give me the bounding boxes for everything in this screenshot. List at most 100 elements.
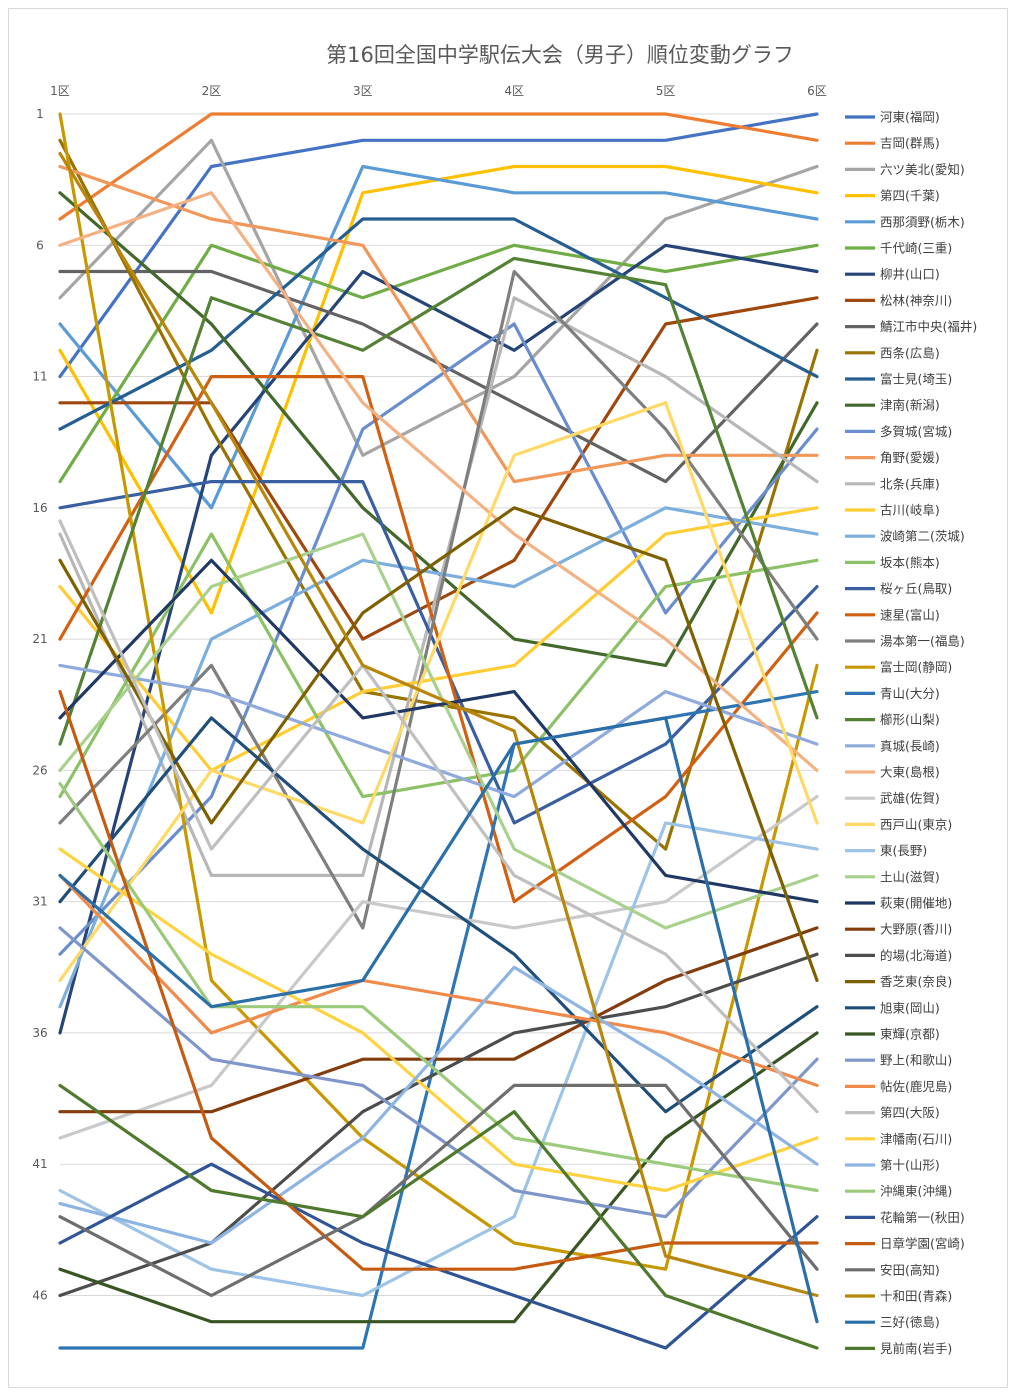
legend-label: 武雄(佐賀) xyxy=(880,791,940,806)
y-tick-label: 1 xyxy=(36,107,44,121)
legend-label: 東輝(京都) xyxy=(880,1027,940,1042)
legend-label: 西条(広島) xyxy=(880,345,940,360)
series-line xyxy=(58,269,819,930)
series-line xyxy=(58,138,819,457)
x-tick-label: 1区 xyxy=(50,84,70,98)
y-tick-label: 6 xyxy=(36,238,44,252)
legend: 河東(福岡) 吉岡(群馬) 六ツ美北(愛知) 第四(千葉) 西那須野(栃木) 千代崎(三重… xyxy=(845,110,977,1356)
legend-label: 帖佐(鹿児島) xyxy=(880,1079,952,1094)
y-tick-label: 11 xyxy=(32,370,47,384)
x-tick-label: 4区 xyxy=(504,84,524,98)
legend-label: 北条(兵庫) xyxy=(880,476,940,491)
legend-label: 古川(岐阜) xyxy=(880,503,940,518)
series-line xyxy=(58,164,819,484)
legend-label: 角野(愛媛) xyxy=(880,450,940,465)
legend-label: 第四(千葉) xyxy=(880,188,940,203)
series-line xyxy=(58,781,819,1193)
y-tick-label: 21 xyxy=(32,632,47,646)
legend-label: 第十(山形) xyxy=(880,1158,940,1173)
legend-label: 花輪第一(秋田) xyxy=(880,1210,965,1225)
series-line xyxy=(58,873,819,1088)
x-tick-label: 5区 xyxy=(656,84,676,98)
legend-label: 柳井(山口) xyxy=(880,267,940,282)
legend-label: 香芝東(奈良) xyxy=(880,974,952,989)
series-line xyxy=(58,965,819,1245)
series-line xyxy=(58,794,819,1140)
series-line xyxy=(58,821,819,1298)
series-line xyxy=(58,151,819,1298)
series-line xyxy=(58,401,819,983)
y-tick-label: 26 xyxy=(32,763,47,777)
legend-label: 見前南(岩手) xyxy=(880,1341,952,1356)
series-line xyxy=(58,243,819,484)
legend-label: 大野原(香川) xyxy=(880,922,952,937)
legend-label: 吉岡(群馬) xyxy=(880,136,940,151)
legend-label: 津南(新潟) xyxy=(880,398,940,413)
legend-label: 津幡南(石川) xyxy=(880,1131,952,1146)
chart-title: 第16回全国中学駅伝大会（男子）順位変動グラフ xyxy=(326,43,794,67)
series-line xyxy=(58,519,819,1114)
legend-label: 萩東(開催地) xyxy=(880,896,952,911)
y-tick-label: 41 xyxy=(32,1157,47,1171)
legend-label: 鯖江市中央(福井) xyxy=(880,319,977,334)
legend-label: 安田(高知) xyxy=(880,1262,940,1277)
legend-label: 沖縄東(沖縄) xyxy=(880,1184,952,1199)
legend-label: 速星(富山) xyxy=(880,607,940,622)
legend-label: 河東(福岡) xyxy=(880,110,940,125)
chart-frame xyxy=(8,8,1008,1388)
series-line xyxy=(58,558,819,904)
series-line xyxy=(58,926,819,1114)
legend-label: 湯本第一(福島) xyxy=(880,634,965,649)
legend-label: 富士見(埼玉) xyxy=(880,372,952,387)
series-line xyxy=(58,256,819,746)
legend-label: 的場(北海道) xyxy=(880,948,952,963)
legend-label: 桜ヶ丘(鳥取) xyxy=(880,581,952,596)
series-line xyxy=(58,1031,819,1324)
series-line xyxy=(58,716,819,1114)
y-tick-label: 36 xyxy=(32,1026,47,1040)
legend-label: 千代崎(三重) xyxy=(880,241,952,256)
series-line xyxy=(58,191,819,773)
x-tick-label: 6区 xyxy=(807,84,827,98)
y-tick-label: 16 xyxy=(32,501,47,515)
legend-label: 三好(徳島) xyxy=(880,1315,940,1330)
series-line xyxy=(58,506,819,983)
legend-label: 六ツ美北(愛知) xyxy=(880,162,965,177)
series-line xyxy=(58,506,819,773)
legend-label: 旭東(岡山) xyxy=(880,1000,940,1015)
legend-label: 野上(和歌山) xyxy=(880,1053,952,1068)
series-line xyxy=(58,296,819,878)
series-line xyxy=(58,506,819,1009)
series-line xyxy=(58,716,819,1324)
series-line xyxy=(58,1083,819,1298)
legend-label: 第四(大阪) xyxy=(880,1105,940,1120)
series-line xyxy=(58,243,819,1035)
series-line xyxy=(58,926,819,1219)
legend-label: 東(長野) xyxy=(880,843,927,858)
series-line xyxy=(58,847,819,1193)
legend-label: 西戸山(東京) xyxy=(880,817,952,832)
legend-label: 十和田(青森) xyxy=(880,1289,952,1304)
y-tick-label: 46 xyxy=(32,1288,47,1302)
series-line xyxy=(58,532,819,930)
legend-label: 櫛形(山梨) xyxy=(880,712,940,727)
legend-label: 坂本(熊本) xyxy=(880,555,940,570)
legend-label: 土山(滋賀) xyxy=(880,869,940,884)
legend-label: 大東(島根) xyxy=(880,765,940,780)
legend-label: 日章学園(宮崎) xyxy=(880,1236,965,1251)
series-line xyxy=(58,164,819,510)
x-axis-ticks: 1区 2区 3区 4区 5区 6区 xyxy=(50,84,827,98)
series-line xyxy=(58,532,819,799)
series-line xyxy=(58,689,819,1271)
series-line xyxy=(58,689,819,1350)
legend-label: 波崎第二(茨城) xyxy=(880,529,965,544)
series-lines xyxy=(58,112,819,1350)
legend-label: 西那須野(栃木) xyxy=(880,214,965,229)
series-line xyxy=(58,138,819,851)
legend-label: 真城(長崎) xyxy=(880,738,940,753)
series-line xyxy=(58,480,819,825)
legend-label: 富士岡(静岡) xyxy=(880,660,952,675)
x-tick-label: 3区 xyxy=(353,84,373,98)
